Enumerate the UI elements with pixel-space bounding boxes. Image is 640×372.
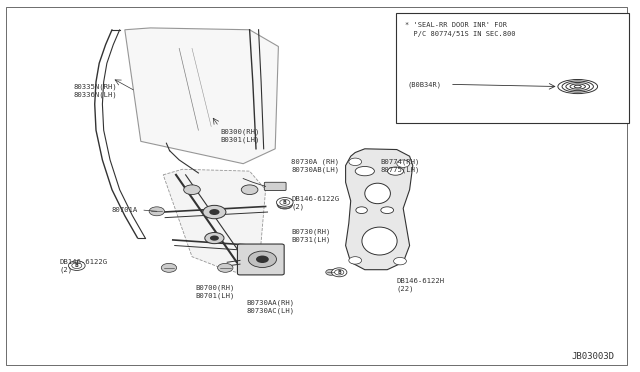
Text: DB146-6122G
(2): DB146-6122G (2) [291, 196, 339, 210]
Circle shape [205, 232, 224, 244]
Circle shape [209, 209, 220, 215]
Circle shape [184, 185, 200, 195]
Circle shape [394, 257, 406, 265]
Circle shape [68, 261, 85, 270]
Circle shape [241, 185, 258, 195]
Text: B0300(RH)
B0301(LH): B0300(RH) B0301(LH) [221, 129, 260, 143]
Circle shape [278, 201, 292, 209]
Circle shape [210, 235, 219, 241]
Circle shape [248, 251, 276, 267]
Ellipse shape [365, 183, 390, 204]
Ellipse shape [381, 207, 394, 214]
Circle shape [276, 198, 293, 207]
Circle shape [161, 263, 177, 272]
Circle shape [397, 160, 410, 167]
Ellipse shape [356, 207, 367, 214]
Polygon shape [125, 28, 278, 164]
Text: P/C 80774/51S IN SEC.800: P/C 80774/51S IN SEC.800 [405, 31, 516, 37]
Polygon shape [163, 169, 266, 273]
FancyBboxPatch shape [264, 182, 286, 190]
Circle shape [349, 257, 362, 264]
FancyBboxPatch shape [396, 13, 629, 123]
Circle shape [218, 263, 233, 272]
Circle shape [332, 268, 347, 277]
Ellipse shape [362, 227, 397, 255]
Text: B: B [283, 200, 287, 205]
Text: JB03003D: JB03003D [572, 352, 614, 361]
Text: DB146-6122G
(2): DB146-6122G (2) [60, 259, 108, 273]
Circle shape [277, 200, 292, 209]
Text: B: B [337, 270, 341, 275]
Ellipse shape [388, 167, 404, 175]
Text: 80701A: 80701A [112, 207, 138, 213]
Text: 80730A (RH)
80730AB(LH): 80730A (RH) 80730AB(LH) [291, 158, 339, 173]
Text: B0730(RH)
B0731(LH): B0730(RH) B0731(LH) [291, 229, 331, 243]
Circle shape [149, 207, 164, 216]
Text: * 'SEAL-RR DOOR INR' FOR: * 'SEAL-RR DOOR INR' FOR [405, 22, 507, 28]
Text: B: B [75, 263, 79, 268]
Text: B0774(RH)
80775(LH): B0774(RH) 80775(LH) [381, 158, 420, 173]
Text: (B0B34R): (B0B34R) [407, 81, 441, 87]
Ellipse shape [355, 166, 374, 176]
Text: B0700(RH)
B0701(LH): B0700(RH) B0701(LH) [195, 285, 235, 299]
FancyBboxPatch shape [237, 244, 284, 275]
Text: B0730AA(RH)
80730AC(LH): B0730AA(RH) 80730AC(LH) [246, 300, 294, 314]
Text: DB146-6122H
(22): DB146-6122H (22) [397, 278, 445, 292]
Polygon shape [346, 149, 413, 270]
Text: 80335N(RH)
80336N(LH): 80335N(RH) 80336N(LH) [74, 84, 117, 98]
Circle shape [326, 269, 336, 275]
Circle shape [256, 256, 269, 263]
FancyBboxPatch shape [6, 7, 627, 365]
Circle shape [349, 158, 362, 166]
Circle shape [203, 205, 226, 219]
